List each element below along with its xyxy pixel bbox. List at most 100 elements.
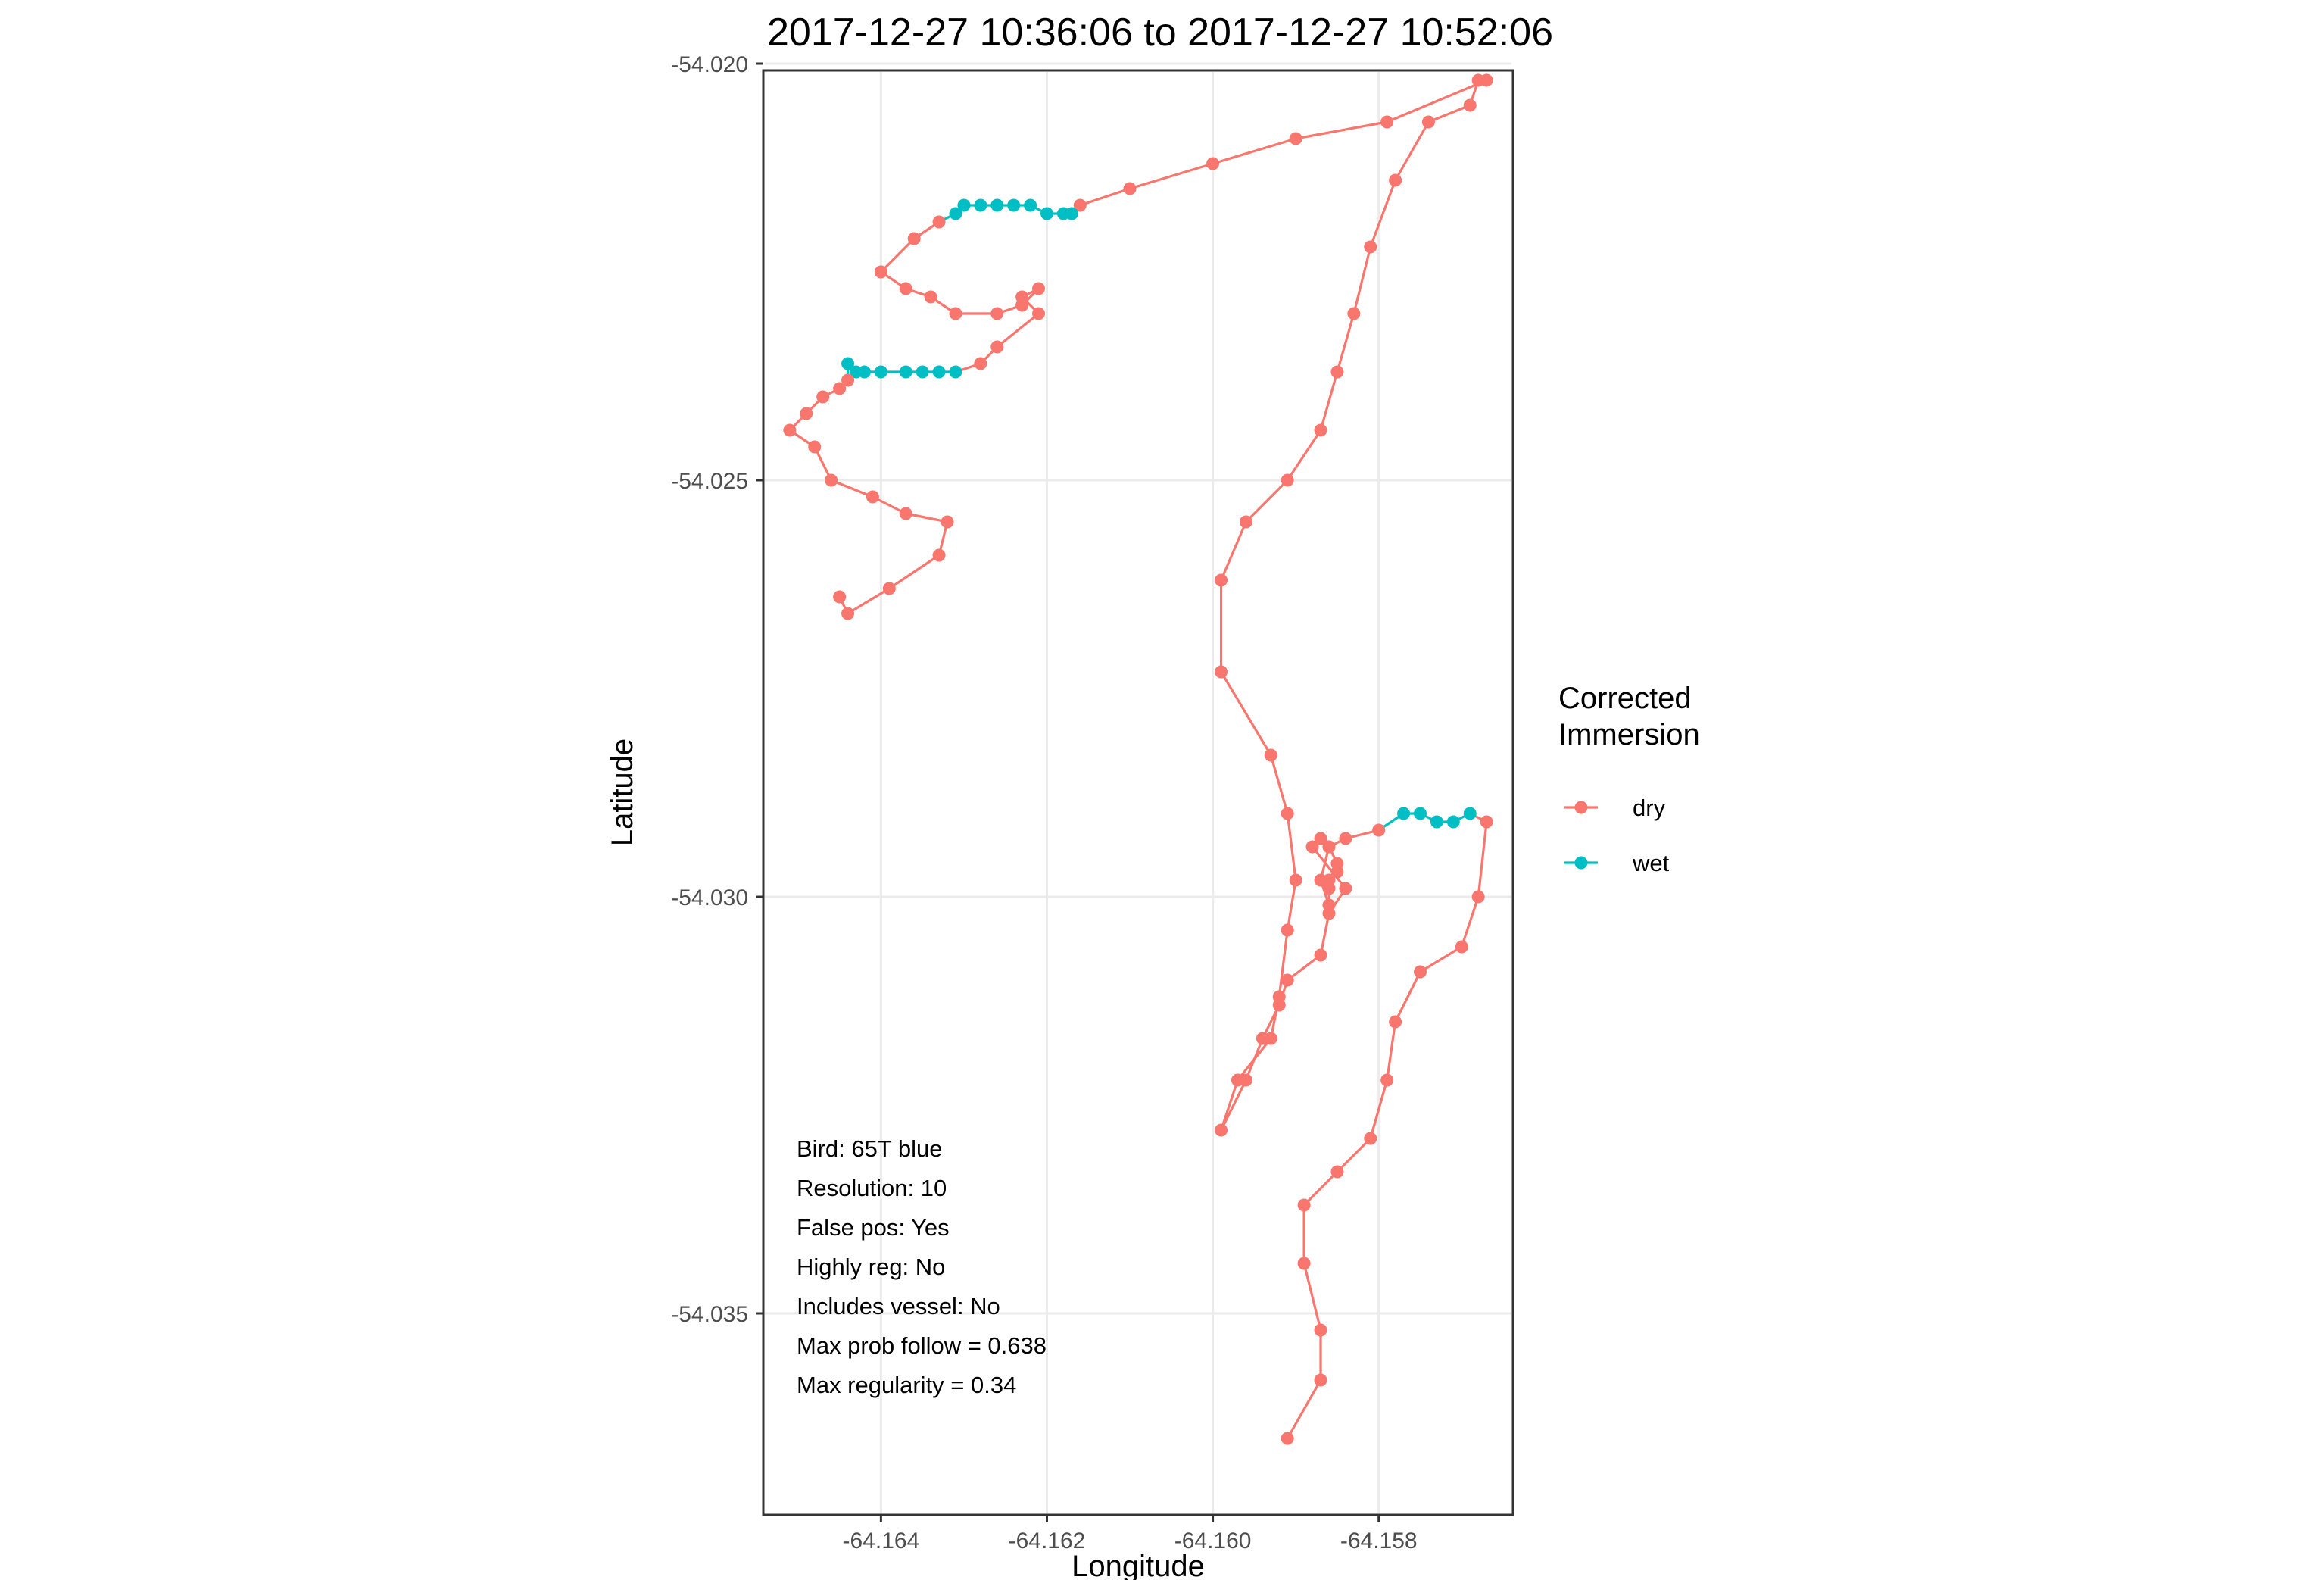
y-axis-ticks: -54.020 -54.025 -54.030 -54.035 bbox=[671, 52, 763, 1327]
track-point-dry bbox=[941, 515, 954, 529]
track-point-dry bbox=[808, 440, 822, 454]
panel-border bbox=[762, 69, 1514, 1516]
chart-title: 2017-12-27 10:36:06 to 2017-12-27 10:52:… bbox=[767, 11, 1553, 55]
track-point-dry bbox=[1322, 907, 1336, 920]
track-point-dry bbox=[907, 232, 921, 245]
track-segment-dry bbox=[830, 479, 875, 498]
track-point-dry bbox=[1314, 948, 1327, 962]
track-point-wet bbox=[1024, 198, 1037, 212]
track-point-wet bbox=[899, 365, 912, 379]
track-point-dry bbox=[990, 340, 1004, 354]
track-segment-dry bbox=[1386, 79, 1488, 123]
track-segment-dry bbox=[904, 512, 949, 523]
track-point-dry bbox=[825, 473, 838, 487]
track-point-dry bbox=[1215, 665, 1228, 679]
track-point-dry bbox=[833, 590, 847, 604]
track-point-dry bbox=[1073, 198, 1087, 212]
legend-label-wet: wet bbox=[1632, 850, 1670, 876]
track-point-dry bbox=[974, 357, 987, 370]
track-point-dry bbox=[899, 507, 912, 520]
legend-title-line-1: Corrected bbox=[1558, 682, 1692, 715]
legend-label-dry: dry bbox=[1633, 795, 1666, 821]
legend-key-point-dry bbox=[1574, 801, 1588, 814]
track-point-dry bbox=[841, 373, 855, 387]
track-point-dry bbox=[1380, 1073, 1394, 1087]
track-segment-dry bbox=[1319, 912, 1330, 957]
track-point-dry bbox=[1281, 973, 1294, 987]
track-point-dry bbox=[1272, 990, 1286, 1004]
track-point-wet bbox=[949, 207, 962, 220]
track-point-dry bbox=[816, 390, 830, 404]
x-tick-label: -64.160 bbox=[1174, 1528, 1252, 1553]
track-point-dry bbox=[833, 382, 847, 395]
track-segment-dry bbox=[879, 237, 916, 273]
x-axis-title: Longitude bbox=[1072, 1550, 1205, 1580]
track-point-dry bbox=[1281, 807, 1294, 820]
track-segment-dry bbox=[1269, 754, 1289, 815]
track-point-dry bbox=[1314, 1323, 1327, 1337]
track-point-dry bbox=[1372, 823, 1386, 837]
y-tick-label: -54.020 bbox=[671, 52, 748, 77]
track-segment-dry bbox=[1286, 429, 1322, 482]
annotation-line: Bird: 65T blue bbox=[797, 1135, 942, 1162]
track-point-wet bbox=[916, 365, 929, 379]
track-segment-dry bbox=[1211, 137, 1297, 165]
track-point-wet bbox=[850, 365, 863, 379]
track-point-dry bbox=[1239, 515, 1252, 529]
track-point-dry bbox=[899, 282, 912, 295]
annotation-line: Includes vessel: No bbox=[797, 1293, 1000, 1319]
track-point-dry bbox=[1314, 423, 1327, 437]
track-point-wet bbox=[1397, 807, 1411, 820]
track-segment-dry bbox=[1394, 970, 1422, 1023]
track-segment-dry bbox=[1219, 670, 1272, 757]
track-segment-dry bbox=[1236, 1037, 1272, 1082]
track-segment-dry bbox=[1294, 120, 1389, 140]
track-point-dry bbox=[1314, 1373, 1327, 1387]
track-point-dry bbox=[1471, 890, 1485, 904]
track-point-dry bbox=[1330, 1165, 1344, 1179]
track-point-wet bbox=[990, 198, 1004, 212]
legend-title-line-2: Immersion bbox=[1558, 718, 1700, 751]
track-point-dry bbox=[1421, 115, 1435, 129]
track-segment-dry bbox=[1319, 370, 1339, 432]
track-segment-dry bbox=[1427, 104, 1471, 123]
track-segment-dry bbox=[1336, 312, 1355, 373]
track-point-dry bbox=[924, 290, 937, 304]
track-segment-dry bbox=[1369, 179, 1397, 248]
track-point-dry bbox=[1380, 115, 1394, 129]
track-segment-dry bbox=[1336, 1137, 1372, 1173]
track-segment-dry bbox=[1386, 1020, 1397, 1082]
y-axis-title: Latitude bbox=[606, 738, 639, 846]
track-point-dry bbox=[1264, 748, 1277, 762]
track-point-dry bbox=[1015, 290, 1029, 304]
track-segment-dry bbox=[846, 587, 891, 615]
x-tick-label: -64.164 bbox=[843, 1528, 920, 1553]
track-segment-dry bbox=[1460, 895, 1480, 948]
track-point-dry bbox=[932, 548, 946, 562]
track-point-dry bbox=[874, 265, 887, 279]
track-point-dry bbox=[783, 423, 797, 437]
track-point-dry bbox=[1314, 832, 1327, 845]
track-point-dry bbox=[1389, 1015, 1402, 1029]
track-segment-dry bbox=[887, 554, 941, 590]
track-point-dry bbox=[1413, 965, 1427, 979]
track-point-dry bbox=[1281, 1432, 1294, 1445]
track-point-wet bbox=[1446, 815, 1460, 829]
track-point-wet bbox=[1430, 815, 1443, 829]
track-segment-dry bbox=[1394, 120, 1430, 182]
track-point-dry bbox=[1215, 1123, 1228, 1137]
track-point-wet bbox=[1040, 207, 1053, 220]
annotation-line: Max regularity = 0.34 bbox=[797, 1372, 1016, 1398]
track-point-dry bbox=[1364, 1132, 1377, 1145]
track-segment-dry bbox=[1219, 1079, 1240, 1132]
track-point-dry bbox=[882, 582, 896, 595]
track-point-dry bbox=[1480, 73, 1493, 87]
track-point-dry bbox=[1289, 132, 1302, 145]
y-tick-label: -54.035 bbox=[671, 1302, 748, 1327]
track-point-dry bbox=[1032, 307, 1046, 320]
annotation-line: Max prob follow = 0.638 bbox=[797, 1332, 1047, 1359]
track-point-dry bbox=[1297, 1257, 1311, 1270]
track-point-dry bbox=[1389, 173, 1402, 187]
track-point-wet bbox=[1463, 807, 1477, 820]
